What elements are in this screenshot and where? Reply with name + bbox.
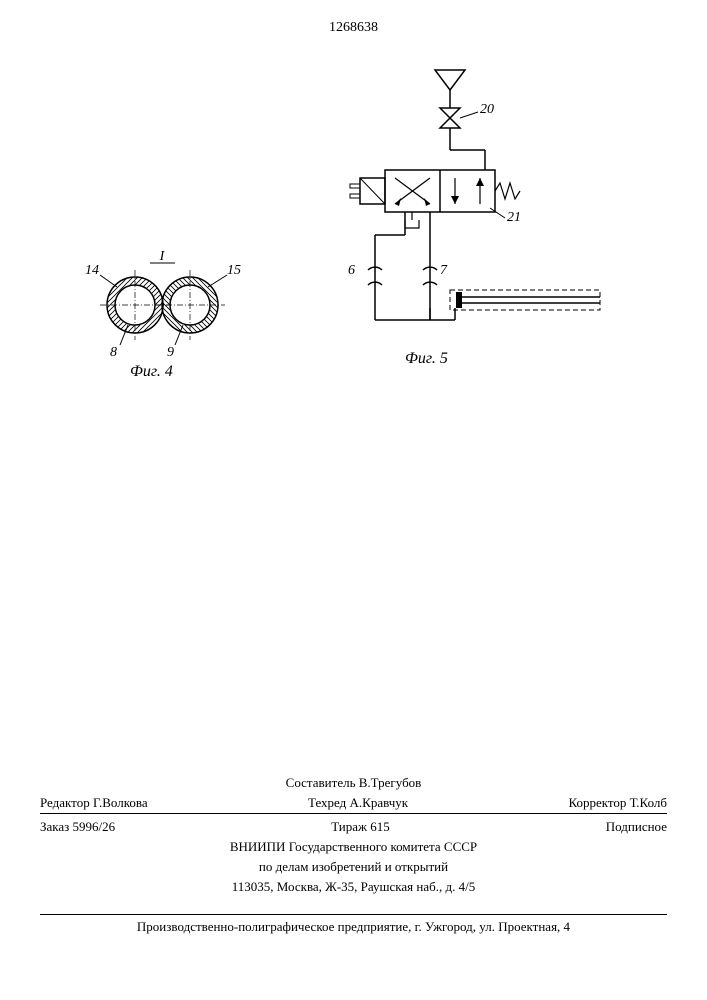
editor-label: Редактор xyxy=(40,795,90,810)
printer-line: Производственно-полиграфическое предприя… xyxy=(40,914,667,935)
compiler-name: В.Трегубов xyxy=(359,775,422,790)
subscription: Подписное xyxy=(606,819,667,835)
compiler-label: Составитель xyxy=(286,775,356,790)
editor-name: Г.Волкова xyxy=(93,795,148,810)
document-number: 1268638 xyxy=(329,20,378,36)
fig5-svg xyxy=(300,60,620,390)
ref-6: 6 xyxy=(348,263,355,279)
ref-21: 21 xyxy=(507,210,521,226)
ref-9: 9 xyxy=(167,345,174,361)
ref-20: 20 xyxy=(480,102,494,118)
compiler-line: Составитель В.Трегубов xyxy=(40,773,667,793)
ref-8: 8 xyxy=(110,345,117,361)
figure-5: 20 21 6 7 Фиг. 5 xyxy=(300,60,620,390)
org-line-1: ВНИИПИ Государственного комитета СССР xyxy=(40,837,667,857)
fig4-svg: I xyxy=(95,245,295,395)
tech-label: Техред xyxy=(308,795,346,810)
order-number: Заказ 5996/26 xyxy=(40,819,115,835)
corrector-label: Корректор xyxy=(568,795,626,810)
ref-7: 7 xyxy=(440,263,447,279)
fig4-label: Фиг. 4 xyxy=(130,363,173,381)
credits-line: Редактор Г.Волкова Техред А.Кравчук Корр… xyxy=(40,793,667,813)
footer-block: Составитель В.Трегубов Редактор Г.Волков… xyxy=(40,773,667,900)
address-line: 113035, Москва, Ж-35, Раушская наб., д. … xyxy=(40,877,667,897)
fig5-label: Фиг. 5 xyxy=(405,350,448,368)
section-label: I xyxy=(159,249,166,264)
ref-14: 14 xyxy=(85,263,99,279)
ref-15: 15 xyxy=(227,263,241,279)
org-line-2: по делам изобретений и открытий xyxy=(40,857,667,877)
corrector-name: Т.Колб xyxy=(630,795,667,810)
figure-4: I 14 15 8 9 Фиг. 4 xyxy=(95,245,295,395)
order-row: Заказ 5996/26 Тираж 615 Подписное ВНИИПИ… xyxy=(40,813,667,900)
tirage: Тираж 615 xyxy=(331,819,390,835)
tech-name: А.Кравчук xyxy=(350,795,409,810)
